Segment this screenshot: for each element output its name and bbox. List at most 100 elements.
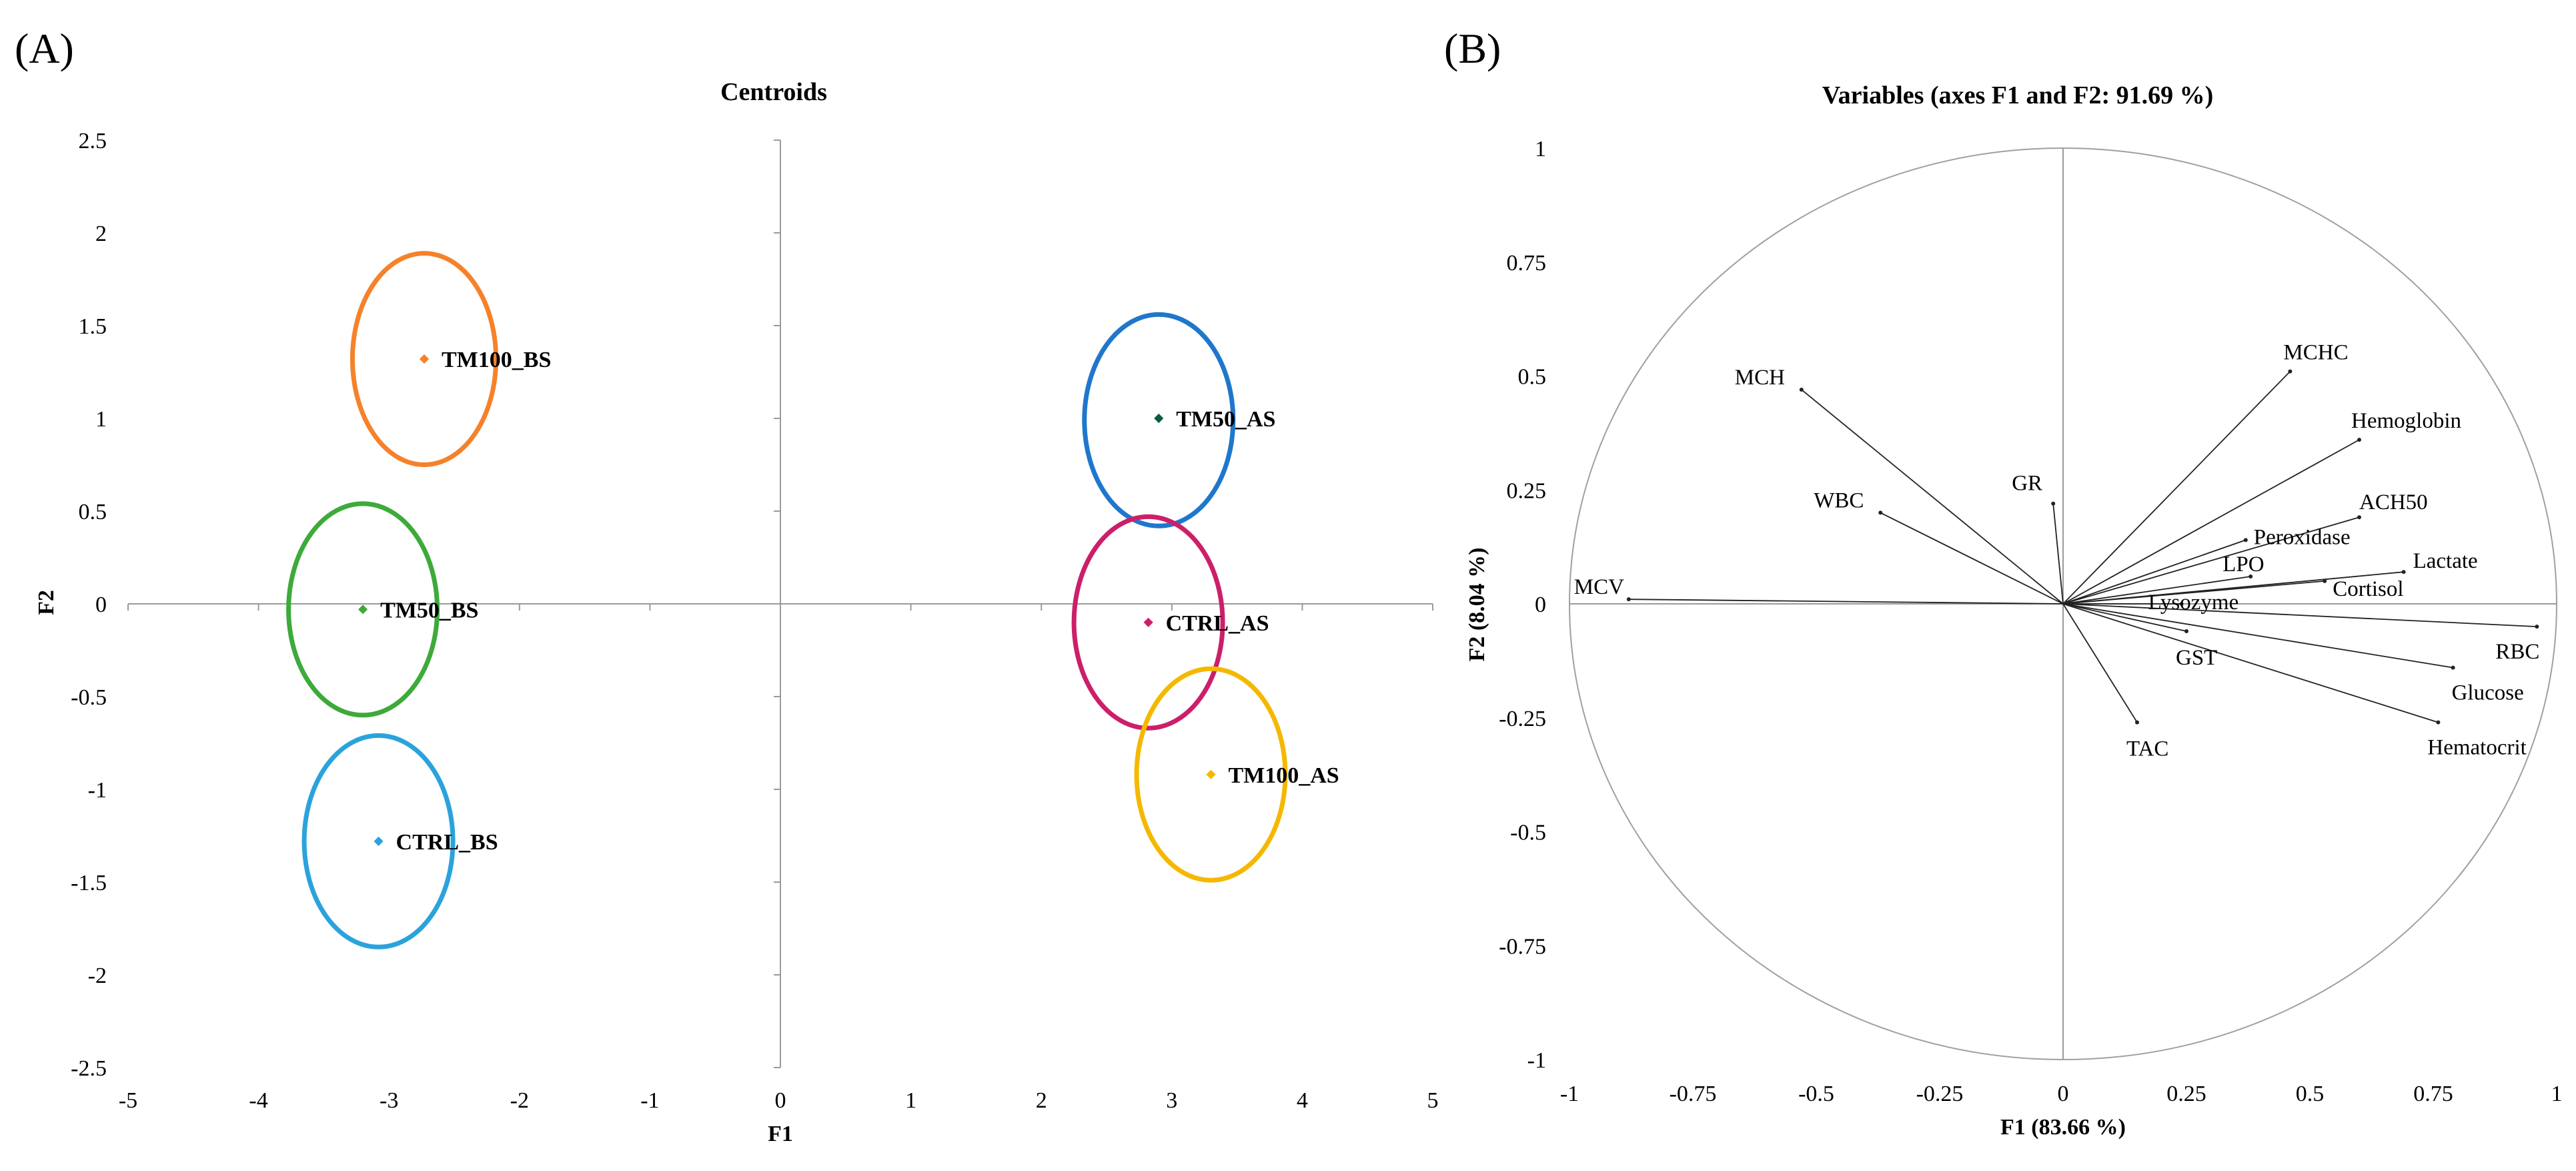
variables-x-tick-label: 0.5 bbox=[2296, 1082, 2325, 1106]
centroid-label: TM100_BS bbox=[442, 348, 551, 372]
variables-x-tick-label: -0.5 bbox=[1798, 1082, 1834, 1106]
variable-vector bbox=[2062, 371, 2291, 605]
centroid-ellipse bbox=[301, 733, 456, 949]
centroids-y-tick-label: 1.5 bbox=[79, 314, 107, 339]
variables-y-tick-label: 0.5 bbox=[1518, 365, 1547, 390]
panel-label-a: (A) bbox=[15, 25, 74, 72]
variables-y-tick-label: 0.25 bbox=[1507, 478, 1547, 503]
variable-vector-end bbox=[2135, 720, 2139, 725]
variable-vector-end bbox=[2436, 720, 2441, 725]
centroid-label: CTRL_BS bbox=[396, 830, 498, 855]
variable-label: GST bbox=[2176, 646, 2217, 670]
variable-vector-end bbox=[2248, 574, 2253, 579]
variables-x-tick-label: 0.25 bbox=[2166, 1082, 2206, 1106]
variables-y-tick-label: 0 bbox=[1535, 593, 1546, 617]
variables-x-axis-title: F1 (83.66 %) bbox=[2000, 1115, 2126, 1140]
variable-label: ACH50 bbox=[2359, 490, 2428, 514]
variable-label: Peroxidase bbox=[2254, 525, 2351, 549]
variable-vector-end bbox=[2184, 629, 2188, 633]
centroids-x-tick-label: 4 bbox=[1297, 1088, 1308, 1113]
variable-vector-end bbox=[2451, 665, 2455, 670]
variables-x-tick-label: -0.75 bbox=[1670, 1082, 1717, 1106]
centroid-point bbox=[1143, 617, 1153, 627]
variables-y-tick-label: 1 bbox=[1535, 137, 1546, 161]
variables-y-tick-label: -0.25 bbox=[1499, 707, 1546, 731]
variable-vector bbox=[2062, 603, 2537, 628]
centroids-y-axis-title: F2 bbox=[34, 590, 59, 615]
variable-vector-end bbox=[1878, 510, 1883, 515]
centroid-ellipse bbox=[1134, 666, 1288, 883]
panel-label-b: (B) bbox=[1444, 25, 1501, 72]
centroid-point bbox=[1154, 413, 1164, 424]
variables-x-tick-label: 0.75 bbox=[2413, 1082, 2453, 1106]
variable-label: MCHC bbox=[2283, 341, 2348, 365]
centroids-chart-title: Centroids bbox=[720, 78, 827, 106]
centroids-x-tick-label: 2 bbox=[1036, 1088, 1047, 1113]
centroids-y-tick-label: -2 bbox=[88, 963, 107, 988]
variable-vector-end bbox=[1626, 597, 1631, 602]
variables-chart: -1 -0.75 -0.5 -0.25 0 0.25 0.5 0.75 1 1 0.75 0.5 0.2… bbox=[1499, 137, 2562, 1106]
centroids-chart: -5 -4 -3 -2 -1 0 1 2 3 4 5 2.5 2 1.5 1 0.5 0 -0.5 -1 -1.5 -2… bbox=[71, 129, 1438, 1113]
variable-vector bbox=[2062, 603, 2439, 723]
variable-label: LPO bbox=[2222, 552, 2264, 576]
variable-vector-end bbox=[2243, 538, 2248, 542]
centroids-x-tick-label: 0 bbox=[775, 1088, 786, 1113]
centroid-label: TM50_AS bbox=[1176, 407, 1275, 432]
centroid-point bbox=[374, 836, 384, 846]
variable-vector bbox=[2062, 539, 2246, 605]
variable-vector-end bbox=[2051, 501, 2056, 506]
centroid-point bbox=[1206, 769, 1216, 779]
centroids-x-tick-label: -5 bbox=[119, 1088, 137, 1113]
centroids-y-tick-label: -2.5 bbox=[71, 1056, 107, 1081]
variable-vector bbox=[1628, 599, 2064, 605]
centroids-y-tick-label: 1 bbox=[95, 407, 107, 432]
variables-y-tick-label: 0.75 bbox=[1507, 251, 1547, 276]
centroid-point bbox=[419, 354, 430, 364]
centroid-label: TM50_BS bbox=[380, 598, 478, 623]
centroids-x-tick-label: -2 bbox=[510, 1088, 529, 1113]
centroids-y-tick-label: -1 bbox=[88, 778, 107, 803]
variable-vector-end bbox=[2323, 578, 2327, 583]
centroids-x-tick-label: 5 bbox=[1427, 1088, 1439, 1113]
variable-label: Glucose bbox=[2452, 681, 2524, 705]
centroids-x-tick-label: -3 bbox=[380, 1088, 398, 1113]
variable-vector bbox=[2062, 516, 2360, 605]
variables-y-tick-label: -0.5 bbox=[1510, 821, 1546, 845]
variables-x-tick-label: -1 bbox=[1560, 1082, 1579, 1106]
variable-vector-end bbox=[1799, 387, 1804, 392]
variable-vector bbox=[2062, 603, 2138, 723]
centroids-x-tick-label: 3 bbox=[1166, 1088, 1177, 1113]
centroids-y-tick-label: 0.5 bbox=[79, 500, 107, 524]
variable-vector bbox=[2062, 576, 2251, 605]
centroids-y-tick-label: -0.5 bbox=[71, 685, 107, 710]
variable-vector bbox=[2062, 603, 2453, 669]
variable-vector-end bbox=[2401, 570, 2406, 574]
centroids-y-tick-label: 2 bbox=[95, 222, 107, 246]
variable-label: GR bbox=[2012, 472, 2042, 496]
variables-chart-title: Variables (axes F1 and F2: 91.69 %) bbox=[1822, 81, 2214, 109]
variable-label: Cortisol bbox=[2333, 577, 2403, 601]
variable-label: WBC bbox=[1814, 488, 1864, 512]
variable-vector-end bbox=[2179, 602, 2184, 606]
variable-label: Lactate bbox=[2413, 549, 2478, 573]
variable-vector bbox=[2062, 580, 2325, 605]
centroid-ellipse bbox=[1071, 514, 1225, 731]
variable-label: Hematocrit bbox=[2427, 736, 2526, 760]
centroids-x-tick-label: -1 bbox=[640, 1088, 659, 1113]
centroids-y-tick-label: 2.5 bbox=[79, 129, 107, 153]
variable-label: TAC bbox=[2126, 737, 2168, 761]
variable-label: Lysozyme bbox=[2148, 591, 2239, 615]
centroid-ellipse bbox=[1082, 312, 1236, 528]
centroids-x-tick-label: -4 bbox=[249, 1088, 267, 1113]
variables-x-tick-label: -0.25 bbox=[1916, 1082, 1964, 1106]
centroid-label: TM100_AS bbox=[1228, 763, 1339, 788]
variable-vector bbox=[2052, 503, 2064, 605]
variables-y-tick-label: -1 bbox=[1527, 1048, 1546, 1073]
variable-vector-end bbox=[2288, 369, 2293, 374]
variable-vector-end bbox=[2357, 515, 2361, 520]
centroid-ellipse bbox=[350, 251, 499, 467]
variable-label: MCH bbox=[1735, 366, 1785, 390]
variable-label: MCV bbox=[1574, 575, 1624, 599]
variable-vector bbox=[1880, 512, 2064, 605]
